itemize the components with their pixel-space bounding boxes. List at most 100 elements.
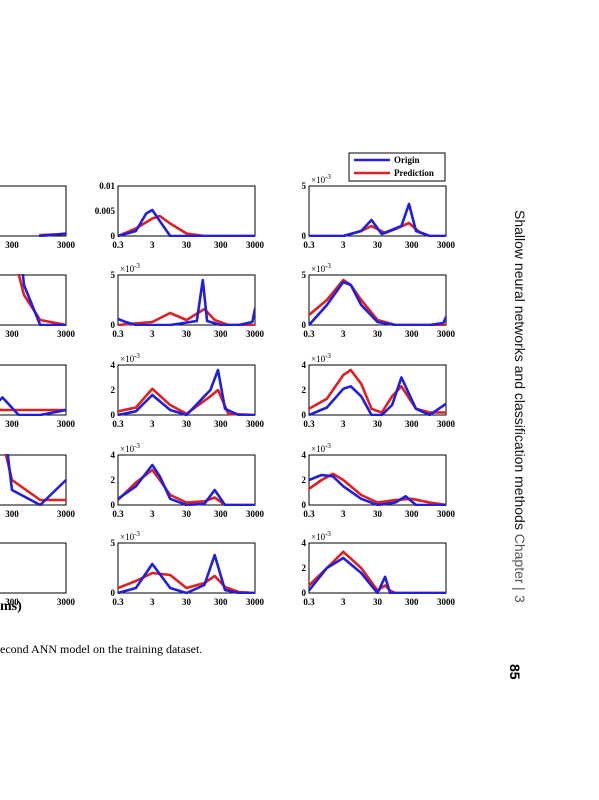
panel-c2-r1-xtick: 30 [373, 329, 383, 339]
panel-c2-r3-origin-line [309, 473, 446, 506]
panel-c2-r1-xtick: 0.3 [303, 329, 315, 339]
panel-c2-r3-xtick: 3000 [437, 509, 456, 519]
panel-c2-r2-xtick: 300 [405, 419, 419, 429]
panel-c2-r0-xtick: 30 [373, 240, 383, 250]
panel-c1-r4-xtick: 3000 [246, 597, 265, 607]
panel-c1-r4-multiplier: ×10-3 [120, 530, 140, 542]
panel-c1-r2-xtick: 0.3 [112, 419, 124, 429]
panel-c1-r1-xtick: 30 [182, 329, 192, 339]
panel-c1-r0-ytick: 0.005 [95, 206, 116, 216]
panel-c1-r0-xtick: 300 [214, 240, 228, 250]
panel-c1-r1-ytick: 0 [111, 320, 116, 330]
panel-c1-r3-xtick: 300 [214, 509, 228, 519]
panel-c2-r0-xtick: 3000 [437, 240, 456, 250]
running-head: Shallow neural networks and classificati… [510, 210, 528, 690]
panel-c1-r1-xtick: 300 [214, 329, 228, 339]
running-head-chapter-number: 3 [512, 594, 528, 603]
panel-c1-r3-prediction-line [118, 468, 255, 506]
panel-c0-r4-frame [0, 542, 67, 594]
panel-c1-r3-xtick: 3 [150, 509, 155, 519]
panel-c1-r3: 0.3 3 30 300 3000 0 2 4 ×10-3 [111, 442, 265, 519]
panel-c1-r2-ytick: 2 [111, 385, 116, 395]
panel-c0-r0-xtick: 3000 [57, 240, 76, 250]
panel-c1-r0-ytick: 0 [111, 231, 116, 241]
panel-c2-r4-xtick: 3000 [437, 597, 456, 607]
panel-c2-r0-ytick: 0 [302, 231, 307, 241]
panel-c1-r1-multiplier: ×10-3 [120, 262, 140, 274]
panel-c2-r2-xtick: 3 [341, 419, 346, 429]
panel-c0-r0-frame [0, 185, 67, 237]
panel-c2-r4-ytick: 4 [302, 538, 307, 548]
panel-c1-r2-xtick: 3 [150, 419, 155, 429]
panel-c0-r3-xtick: 300 [5, 509, 19, 519]
panel-c0-r1-xtick: 300 [5, 329, 19, 339]
panel-c1-r3-xtick: 30 [182, 509, 192, 519]
panel-c2-r0-xtick: 0.3 [303, 240, 315, 250]
panel-c2-r3-multiplier: ×10-3 [311, 442, 331, 454]
panel-c2-r4-ytick: 0 [302, 588, 307, 598]
panel-c2-r3-ytick: 4 [302, 450, 307, 460]
panel-c1-r2-xtick: 3000 [246, 419, 265, 429]
panel-c1-r0-xtick: 30 [182, 240, 192, 250]
panel-c2-r2-frame [308, 364, 447, 416]
legend-origin-label: Origin [394, 155, 420, 165]
panel-c2-r3-xtick: 0.3 [303, 509, 315, 519]
panel-c2-r1-xtick: 3 [341, 329, 346, 339]
panel-c1-r4-origin-line [118, 553, 255, 594]
panel-c1-r0-xtick: 0.3 [112, 240, 124, 250]
panel-c2-r1-ytick: 0 [302, 320, 307, 330]
panel-c1-r1-xtick: 3 [150, 329, 155, 339]
panel-c2-r3-ytick: 2 [302, 475, 307, 485]
panel-c2-r2-origin-line [309, 376, 446, 416]
panel-c2-r1-origin-line [309, 280, 446, 326]
panel-c2-r1-xtick: 300 [405, 329, 419, 339]
panel-c2-r0-origin-line [309, 202, 446, 237]
panel-c0-r1-prediction-line [17, 274, 66, 326]
panel-c1-r0-xtick: 3000 [246, 240, 265, 250]
panel-c0-r3-xtick: 3000 [57, 509, 76, 519]
panel-c1-r1-xtick: 0.3 [112, 329, 124, 339]
panel-c2-r1: 0.3 3 30 300 3000 0 5 ×10-3 [302, 262, 456, 339]
panel-c2-r4-frame [308, 542, 447, 594]
panel-c2-r0-xtick: 3 [341, 240, 346, 250]
panel-c1-r0-xtick: 3 [150, 240, 155, 250]
panel-c1-r1-origin-line [118, 278, 255, 326]
panel-c0-r2-xtick: 300 [5, 419, 19, 429]
panel-c0-r0-xtick: 300 [5, 240, 19, 250]
panel-c2-r4-multiplier: ×10-3 [311, 530, 331, 542]
panel-c2-r0-frame [308, 185, 447, 237]
panel-c2-r3-prediction-line [309, 472, 446, 506]
panel-c2-r3-xtick: 30 [373, 509, 383, 519]
panel-c1-r2-xtick: 30 [182, 419, 192, 429]
panel-c2-r0-xtick: 300 [405, 240, 419, 250]
panel-c1-r4: 0.3 3 30 300 3000 0 5 ×10-3 [111, 530, 265, 607]
panel-c2-r2-ytick: 2 [302, 385, 307, 395]
panel-c2-r2-xtick: 0.3 [303, 419, 315, 429]
panel-c0-r4-xtick: 300 [5, 597, 19, 607]
panel-c1-r4-ytick: 0 [111, 588, 116, 598]
panel-c1-r4-xtick: 300 [214, 597, 228, 607]
panel-c2-r2-ytick: 4 [302, 360, 307, 370]
panel-c2-r1-ytick: 5 [302, 270, 307, 280]
panel-c2-r4-xtick: 300 [405, 597, 419, 607]
panel-c1-r4-xtick: 3 [150, 597, 155, 607]
running-head-chapter: Chapter [512, 533, 528, 584]
panel-c2-r3-xtick: 3 [341, 509, 346, 519]
panel-c0-r2-origin-line [0, 396, 66, 416]
panel-c1-r2-origin-line [118, 368, 255, 416]
panel-c1-r0-origin-line [118, 208, 255, 237]
panel-c1-r2-prediction-line [118, 387, 255, 416]
panel-c2-r2-multiplier: ×10-3 [311, 352, 331, 364]
panel-c0-r1: 300 3000 [0, 274, 76, 339]
panel-c1-r3-ytick: 4 [111, 450, 116, 460]
panel-c2-r2-xtick: 30 [373, 419, 383, 429]
panel-c1-r2: 0.3 3 30 300 3000 0 2 4 ×10-3 [111, 352, 265, 429]
running-head-title: Shallow neural networks and classificati… [512, 210, 528, 530]
panel-c0-r1-frame [0, 274, 67, 326]
panel-c1-r2-ytick: 0 [111, 410, 116, 420]
panel-c2-r2-xtick: 3000 [437, 419, 456, 429]
panel-c1-r2-multiplier: ×10-3 [120, 352, 140, 364]
figure-caption: econd ANN model on the training dataset. [0, 642, 203, 656]
